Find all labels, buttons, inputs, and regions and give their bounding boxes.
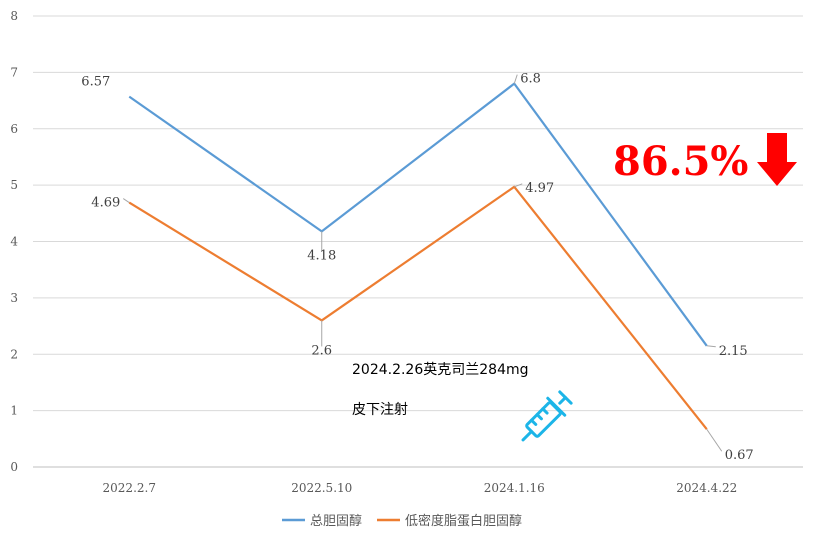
label-leader xyxy=(122,198,130,204)
data-label: 6.8 xyxy=(520,72,541,87)
y-tick-label: 6 xyxy=(10,122,18,136)
x-tick-label: 2024.4.22 xyxy=(676,481,737,495)
data-label: 6.57 xyxy=(81,75,110,90)
injection-note-line1: 2024.2.26英克司兰284mg xyxy=(352,361,529,378)
y-tick-label: 0 xyxy=(10,460,18,474)
series-line-0 xyxy=(128,82,708,347)
y-tick-label: 8 xyxy=(10,9,18,23)
series-lines xyxy=(128,82,708,430)
data-label: 0.67 xyxy=(725,448,754,463)
x-axis-ticks: 2022.2.7 2022.5.10 2024.1.16 2024.4.22 xyxy=(103,481,738,495)
y-tick-label: 3 xyxy=(10,291,18,305)
injection-note-line2: 皮下注射 xyxy=(352,402,408,418)
y-axis-ticks: 0 1 2 3 4 5 6 7 8 xyxy=(10,9,18,474)
data-label: 4.18 xyxy=(307,248,336,263)
series-line-1 xyxy=(128,185,708,430)
label-leader xyxy=(706,428,723,452)
y-tick-label: 1 xyxy=(10,404,18,418)
x-tick-label: 2024.1.16 xyxy=(484,481,545,495)
y-tick-label: 7 xyxy=(10,65,18,79)
data-labels: 6.57 4.18 6.8 2.15 4.69 2.6 4.97 0.67 xyxy=(81,72,753,464)
gridlines xyxy=(33,15,803,468)
x-tick-label: 2022.5.10 xyxy=(291,481,352,495)
red-down-arrow-icon xyxy=(757,133,797,186)
y-tick-label: 2 xyxy=(10,347,18,361)
legend-label-ldl-cholesterol: 低密度脂蛋白胆固醇 xyxy=(405,513,522,529)
data-label: 4.97 xyxy=(525,181,554,196)
data-label: 2.15 xyxy=(719,344,748,359)
label-leader xyxy=(513,74,518,84)
reduction-percent: 86.5% xyxy=(613,138,748,185)
syringe-icon xyxy=(521,390,573,442)
x-tick-label: 2022.2.7 xyxy=(103,481,156,495)
label-leader xyxy=(514,183,523,188)
data-label: 4.69 xyxy=(91,196,120,211)
y-tick-label: 5 xyxy=(10,178,18,192)
legend: 总胆固醇 低密度脂蛋白胆固醇 xyxy=(282,513,522,529)
legend-label-total-cholesterol: 总胆固醇 xyxy=(310,513,362,529)
label-leader xyxy=(706,345,716,348)
data-label: 2.6 xyxy=(311,343,332,358)
y-tick-label: 4 xyxy=(10,235,18,249)
